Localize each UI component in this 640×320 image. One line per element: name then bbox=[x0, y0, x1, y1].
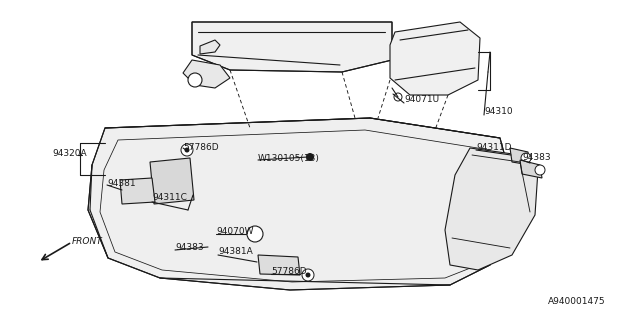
Text: 94071U: 94071U bbox=[404, 95, 439, 105]
Circle shape bbox=[184, 148, 189, 153]
Circle shape bbox=[306, 153, 314, 161]
Text: 94383: 94383 bbox=[175, 244, 204, 252]
Text: 94383: 94383 bbox=[522, 154, 550, 163]
Text: A940001475: A940001475 bbox=[548, 298, 605, 307]
Polygon shape bbox=[200, 40, 220, 54]
Circle shape bbox=[247, 226, 263, 242]
Polygon shape bbox=[120, 178, 155, 204]
Text: FRONT: FRONT bbox=[72, 236, 103, 245]
Text: 94320A: 94320A bbox=[52, 148, 86, 157]
Polygon shape bbox=[150, 158, 194, 204]
Polygon shape bbox=[258, 255, 300, 275]
Circle shape bbox=[188, 73, 202, 87]
Polygon shape bbox=[183, 60, 230, 88]
Circle shape bbox=[305, 273, 310, 277]
Polygon shape bbox=[520, 160, 542, 178]
Circle shape bbox=[521, 153, 531, 163]
Text: 94381A: 94381A bbox=[218, 247, 253, 257]
Polygon shape bbox=[88, 118, 510, 290]
Polygon shape bbox=[445, 148, 538, 270]
Polygon shape bbox=[100, 130, 498, 282]
Polygon shape bbox=[510, 148, 530, 165]
Polygon shape bbox=[192, 22, 392, 72]
Text: 94381: 94381 bbox=[107, 179, 136, 188]
Circle shape bbox=[302, 269, 314, 281]
Text: 94310: 94310 bbox=[484, 108, 513, 116]
Polygon shape bbox=[390, 22, 480, 95]
Circle shape bbox=[535, 165, 545, 175]
Text: 94311C: 94311C bbox=[152, 193, 187, 202]
Text: 57786D: 57786D bbox=[271, 268, 307, 276]
Text: 94070W: 94070W bbox=[216, 228, 253, 236]
Text: 57786D: 57786D bbox=[183, 143, 219, 153]
Circle shape bbox=[181, 144, 193, 156]
Text: W130105(13): W130105(13) bbox=[258, 155, 320, 164]
Circle shape bbox=[394, 93, 402, 101]
Text: 94311D: 94311D bbox=[476, 143, 511, 153]
